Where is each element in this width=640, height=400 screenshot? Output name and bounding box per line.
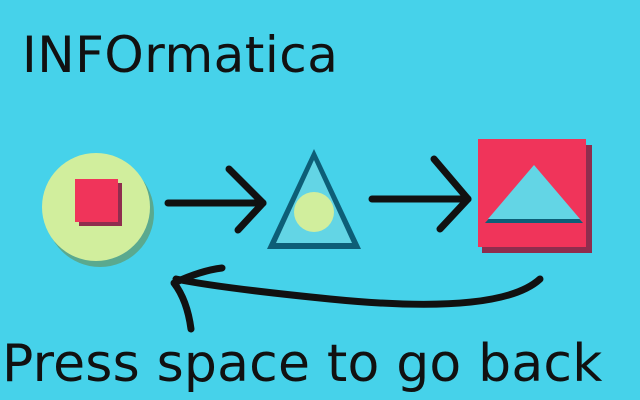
square-with-triangle-icon xyxy=(478,139,592,253)
right-arrow-icon xyxy=(164,165,267,234)
game-title: INFOrmatica xyxy=(22,26,339,84)
triangle-with-circle-icon xyxy=(267,149,361,249)
return-arrow-icon xyxy=(170,264,544,333)
circle-with-square-icon xyxy=(42,153,154,267)
instruction-text: Press space to go back xyxy=(2,334,603,394)
right-arrow-icon xyxy=(368,155,472,233)
